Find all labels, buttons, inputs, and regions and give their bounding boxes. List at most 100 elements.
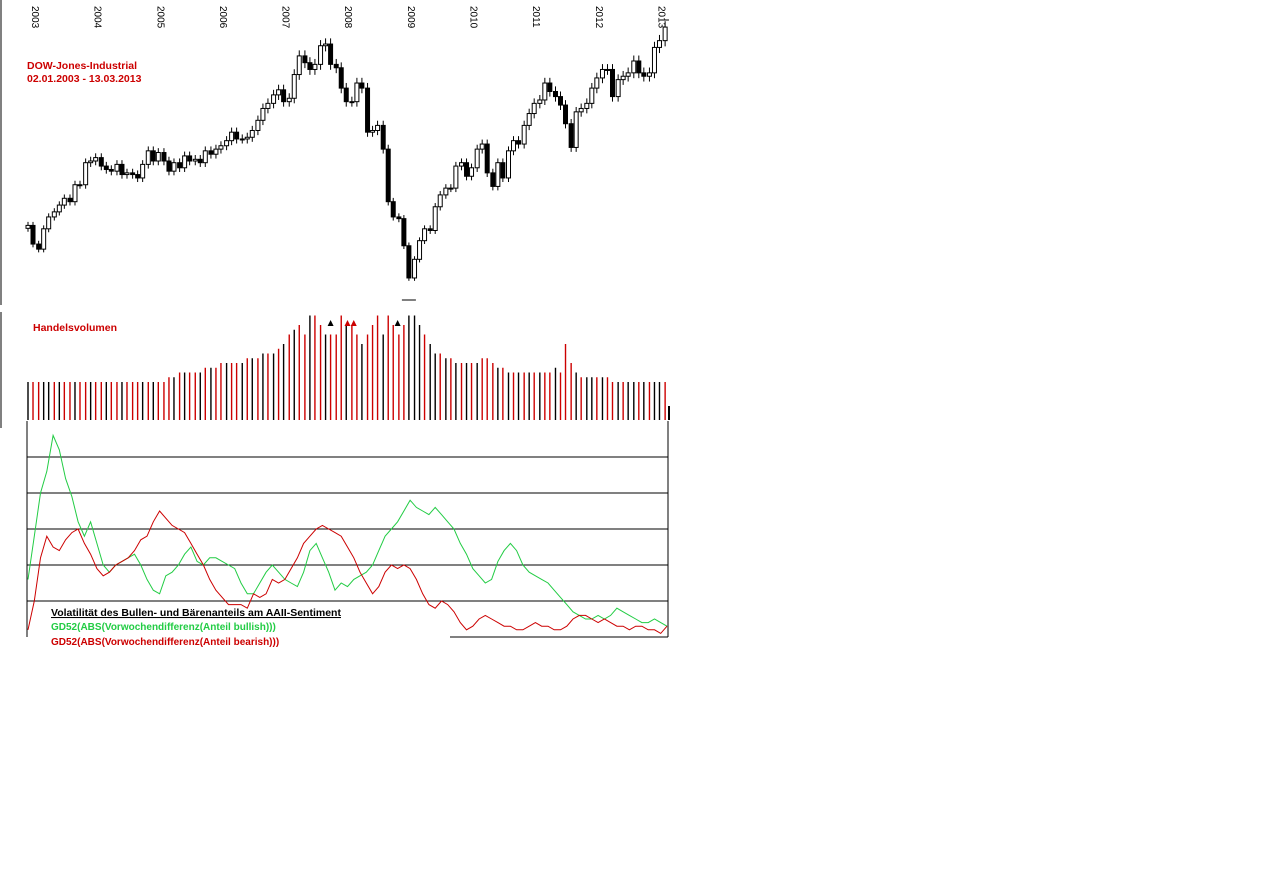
candle-body (594, 77, 600, 89)
candle-body (531, 102, 537, 115)
candle-body (150, 150, 156, 162)
candle-body (333, 63, 339, 69)
candle-body (239, 138, 245, 141)
candle-body (291, 74, 297, 99)
candle-body (427, 228, 433, 231)
candle-body (406, 245, 412, 279)
sentiment-grid (26, 421, 669, 638)
candle-body (636, 60, 642, 74)
candle-body (469, 167, 475, 177)
volume-chart-title: Handelsvolumen (33, 322, 117, 334)
candle-body (662, 26, 668, 42)
candle-body (547, 82, 553, 93)
candle-body (307, 62, 313, 70)
candle-body (61, 197, 67, 206)
x-tick-label: 2013 (655, 6, 666, 29)
candle-body (145, 150, 151, 165)
candle-body (495, 162, 501, 187)
candle-body (51, 211, 57, 218)
candle-body (338, 67, 344, 89)
candle-body (563, 104, 569, 125)
candle-body (464, 162, 470, 177)
candle-body (417, 240, 423, 260)
candle-body (192, 158, 198, 162)
candle-body (276, 89, 282, 96)
candle-body (604, 68, 610, 71)
candle-body (72, 184, 78, 203)
candle-body (500, 162, 506, 179)
candle-body (646, 72, 652, 77)
candle-body (140, 163, 146, 179)
x-tick-label: 2004 (92, 6, 103, 29)
candle-body (631, 60, 637, 74)
candle-body (161, 152, 167, 162)
candle-body (479, 143, 485, 150)
candle-body (490, 172, 496, 187)
candle-body (521, 124, 527, 145)
candle-body (177, 162, 183, 169)
candle-body (30, 224, 36, 245)
candle-body (286, 97, 292, 103)
candle-body (526, 113, 532, 126)
candle-body (412, 258, 418, 279)
candle-body (474, 148, 480, 169)
candle-body (244, 136, 250, 140)
x-tick-label: 2012 (593, 6, 604, 29)
candle-body (88, 160, 94, 164)
x-tick-label: 2007 (280, 6, 291, 29)
candle-body (103, 165, 109, 170)
volume-arrow-marker (327, 320, 334, 326)
candle-body (197, 158, 203, 164)
x-tick-label: 2009 (405, 6, 416, 29)
candle-body (349, 101, 355, 104)
candle-body (218, 145, 224, 150)
candle-body (558, 96, 563, 106)
candle-body (599, 68, 605, 79)
candle-body (453, 165, 459, 189)
candle-body (390, 201, 396, 218)
candle-body (516, 140, 522, 145)
candle-body (589, 87, 595, 104)
x-tick-label: 2011 (530, 6, 541, 28)
candle-body (370, 129, 376, 133)
candle-body (124, 172, 130, 176)
candle-body (296, 55, 302, 76)
candle-body (625, 72, 631, 77)
candle-body (573, 111, 579, 148)
volume-arrow-marker (350, 320, 357, 326)
candle-body (365, 87, 371, 133)
x-tick-label: 2006 (217, 6, 228, 29)
price-chart-title: DOW-Jones-Industrial (27, 60, 137, 72)
candle-body (312, 63, 318, 70)
candle-body (343, 87, 349, 103)
candle-body (620, 75, 626, 81)
x-tick-label: 2008 (342, 6, 353, 29)
candle-body (542, 82, 548, 101)
sentiment-chart-title: Volatilität des Bullen- und Bärenanteils… (51, 607, 341, 619)
candle-body (171, 162, 177, 172)
candle-body (422, 228, 428, 242)
candle-body (77, 184, 83, 187)
candle-body (443, 187, 449, 196)
volume-arrow-marker (394, 320, 401, 326)
candle-body (108, 168, 114, 172)
candle-body (375, 124, 381, 131)
candle-body (56, 204, 62, 213)
candle-body (281, 89, 287, 103)
candle-body (656, 40, 662, 48)
candle-body (537, 99, 543, 104)
candle-body (568, 123, 574, 148)
candle-body (46, 216, 52, 230)
candle-body (25, 224, 31, 229)
candle-body (552, 91, 558, 98)
candle-body (98, 157, 104, 167)
candle-body (484, 143, 490, 174)
candle-body (130, 172, 136, 176)
candle-body (459, 162, 465, 167)
candle-body (260, 107, 266, 121)
x-tick-label: 2010 (468, 6, 479, 29)
candle-body (511, 140, 517, 152)
candle-body (224, 140, 230, 147)
